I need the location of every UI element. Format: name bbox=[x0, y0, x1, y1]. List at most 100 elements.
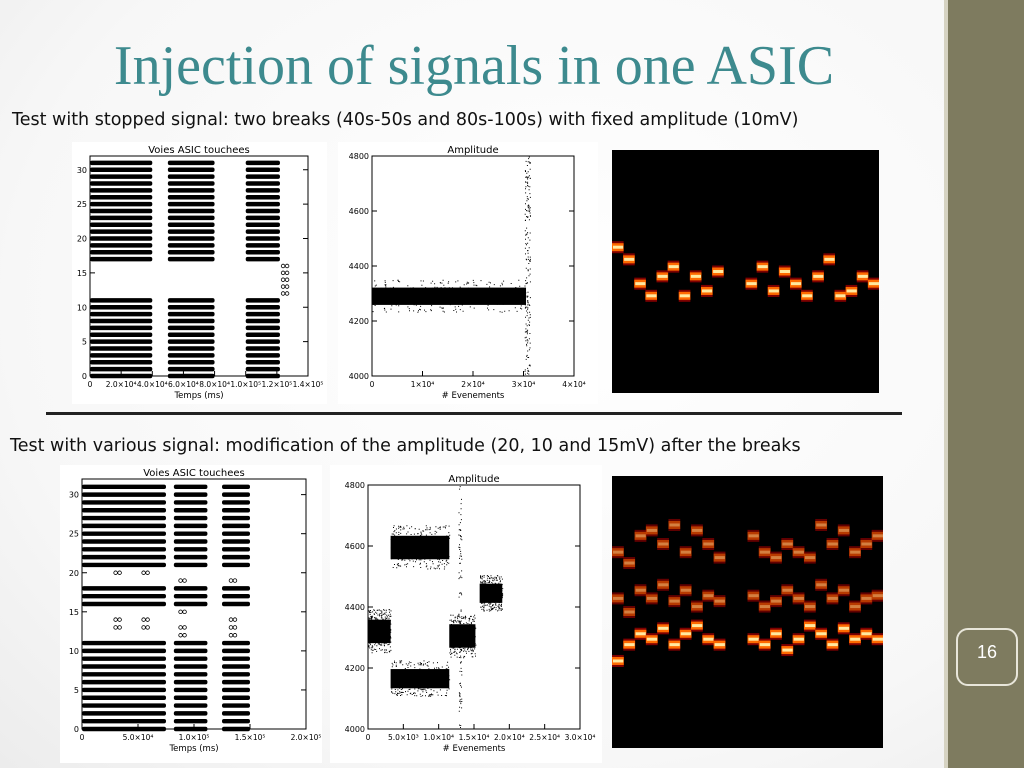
x-tick-label: 2.0×10⁵ bbox=[291, 733, 322, 742]
chart-top-heatmap bbox=[612, 241, 880, 302]
channel-band bbox=[90, 229, 153, 234]
heat-cell bbox=[815, 580, 828, 589]
heat-cell bbox=[861, 632, 872, 636]
heat-cell bbox=[846, 289, 857, 293]
channel-band bbox=[222, 531, 250, 536]
heat-cell bbox=[690, 274, 701, 278]
y-tick-label: 10 bbox=[77, 303, 87, 312]
x-tick-label: 0 bbox=[370, 380, 375, 389]
channel-band bbox=[167, 188, 215, 193]
channel-band bbox=[222, 547, 250, 552]
channel-band bbox=[173, 672, 208, 677]
channel-band bbox=[173, 531, 208, 536]
plot-frame bbox=[367, 484, 581, 730]
channel-band bbox=[167, 201, 215, 207]
channel-point bbox=[113, 625, 118, 630]
heat-cell bbox=[758, 602, 771, 611]
channel-band bbox=[222, 711, 250, 716]
heat-cell bbox=[612, 548, 624, 557]
channel-band bbox=[245, 311, 280, 317]
channel-band bbox=[82, 492, 166, 497]
x-tick-label: 0 bbox=[80, 733, 85, 742]
channel-band bbox=[82, 687, 166, 693]
channel-point bbox=[117, 625, 122, 630]
channel-band bbox=[222, 687, 250, 693]
channel-band bbox=[167, 332, 215, 337]
channel-band bbox=[167, 160, 215, 166]
y-tick-label: 5 bbox=[74, 686, 79, 695]
x-tick-label: 1×10⁴ bbox=[411, 380, 435, 389]
heat-cell bbox=[669, 643, 680, 647]
channel-band bbox=[90, 360, 153, 365]
heat-cell bbox=[747, 591, 760, 600]
chart-top-heatmap-panel bbox=[612, 150, 880, 393]
y-tick-label: 4400 bbox=[345, 603, 365, 612]
heat-cell bbox=[613, 659, 624, 663]
x-axis-label: Temps (ms) bbox=[168, 744, 218, 754]
heat-cell bbox=[635, 534, 646, 538]
y-tick-label: 15 bbox=[77, 269, 87, 278]
channel-band bbox=[82, 656, 166, 661]
heat-cell bbox=[635, 282, 646, 286]
channel-band bbox=[82, 679, 166, 685]
x-tick-label: 1.2×10⁵ bbox=[261, 380, 292, 389]
x-tick-label: 1.0×10⁴ bbox=[423, 733, 454, 742]
heat-cell bbox=[803, 602, 816, 611]
y-tick-label: 4000 bbox=[349, 372, 369, 381]
x-axis-label: Temps (ms) bbox=[173, 391, 223, 401]
channel-band bbox=[82, 695, 166, 700]
x-tick-label: 1.0×10⁵ bbox=[179, 733, 210, 742]
channel-point bbox=[178, 633, 183, 638]
heat-cell bbox=[748, 637, 759, 641]
sidebar bbox=[948, 0, 1024, 768]
chart-bottom-channels: Voies ASIC touchees Temps (ms) 0 5 10 15 20 25 3… bbox=[69, 468, 322, 754]
amplitude-spike bbox=[524, 160, 529, 375]
channel-band bbox=[173, 656, 208, 661]
channel-band bbox=[90, 195, 153, 200]
heat-cell bbox=[804, 605, 816, 609]
plot-frame bbox=[371, 155, 575, 377]
heat-cell bbox=[691, 526, 703, 535]
heat-cell bbox=[646, 596, 658, 600]
channel-band bbox=[90, 181, 153, 186]
channel-band bbox=[222, 593, 250, 599]
channel-band bbox=[245, 167, 280, 172]
channel-band bbox=[90, 188, 153, 193]
channel-band bbox=[245, 250, 280, 255]
channel-band bbox=[222, 586, 250, 591]
channel-point bbox=[280, 291, 286, 296]
channel-band bbox=[167, 250, 215, 255]
channel-band bbox=[167, 311, 215, 317]
heat-cell bbox=[713, 553, 726, 562]
channel-band bbox=[222, 656, 250, 661]
channel-band bbox=[90, 325, 153, 331]
channel-band bbox=[82, 484, 166, 490]
channel-band bbox=[90, 311, 153, 317]
heat-cell bbox=[646, 294, 657, 298]
heat-cell bbox=[803, 553, 816, 562]
channel-band bbox=[245, 160, 280, 166]
channel-band bbox=[82, 711, 166, 716]
heat-cell bbox=[702, 591, 715, 600]
heat-cell bbox=[757, 265, 768, 269]
channel-band bbox=[167, 229, 215, 234]
channel-band bbox=[222, 562, 250, 568]
heat-cell bbox=[849, 602, 861, 611]
x-tick-label: 5.0×10³ bbox=[388, 733, 419, 742]
channel-band bbox=[90, 353, 153, 358]
y-tick-label: 30 bbox=[77, 166, 87, 175]
heat-cell bbox=[668, 520, 681, 529]
channel-point bbox=[178, 625, 183, 630]
y-tick-label: 20 bbox=[77, 235, 87, 244]
channel-band bbox=[222, 500, 250, 505]
y-tick-label: 25 bbox=[69, 530, 79, 539]
x-tick-label: 4.0×10⁴ bbox=[137, 380, 168, 389]
y-tick-label: 4600 bbox=[349, 207, 369, 216]
channel-band bbox=[82, 718, 166, 724]
x-tick-label: 0 bbox=[366, 733, 371, 742]
channel-band bbox=[82, 648, 166, 654]
channel-point bbox=[284, 284, 290, 289]
heat-cell bbox=[668, 597, 681, 606]
chart-top-amplitude-panel: Amplitude # Evenements 4000 4200 4400 4600 480… bbox=[338, 142, 598, 404]
channel-band bbox=[90, 305, 153, 310]
